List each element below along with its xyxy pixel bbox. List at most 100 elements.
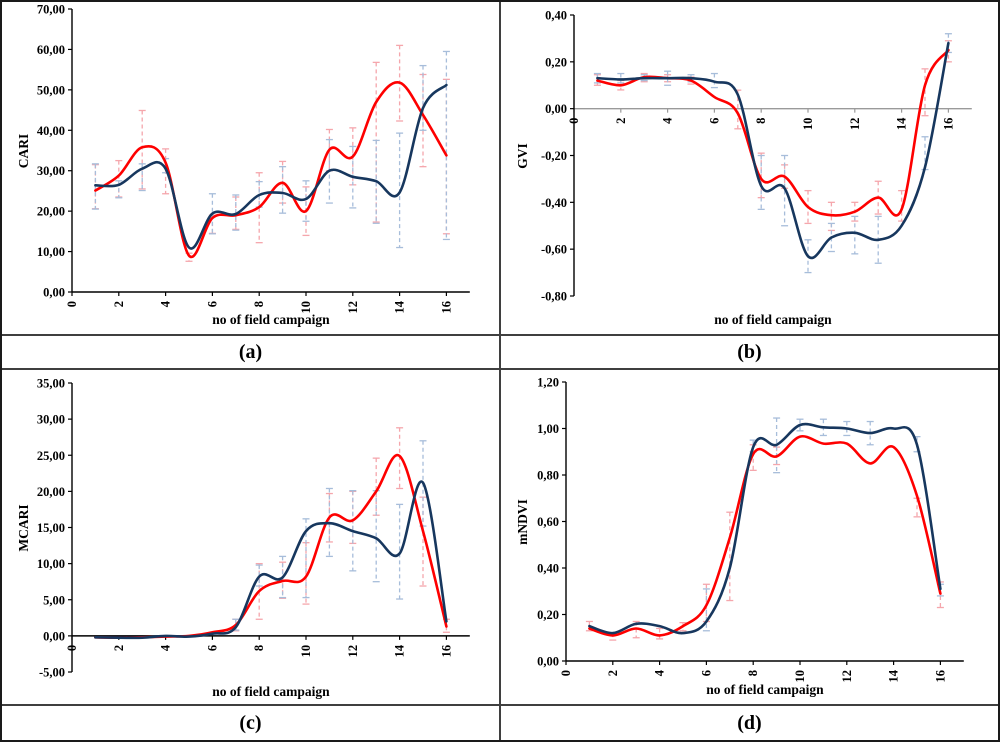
- errorbar-red: [138, 109, 146, 190]
- errorbar-navy: [302, 518, 310, 599]
- y-tick-label: 0,20: [545, 55, 567, 69]
- panel-a-label: (a): [2, 336, 499, 368]
- y-tick-label: 5,00: [43, 593, 65, 607]
- x-tick-label: 0: [65, 301, 79, 307]
- panel-d-chart: 0 2 4 6 8 10 12 14 16 1,20 1,00 0,80 0,60 0,40 0,20 0,0…: [501, 370, 998, 704]
- chart-svg-b: 02468101214160,400,200,00-0,20-0,40-0,60…: [515, 9, 972, 327]
- x-axis-title: no of field campaign: [714, 312, 832, 327]
- errorbar-navy: [796, 418, 804, 432]
- y-tick-label: 0,20: [537, 608, 559, 622]
- chart-svg-c: 024681012141635,0030,0025,0020,0015,0010…: [16, 377, 470, 699]
- y-tick-label: 1,20: [537, 376, 559, 390]
- x-tick-label: 6: [205, 301, 219, 307]
- errorbar-navy: [419, 64, 427, 131]
- series-red-line: [94, 81, 448, 259]
- x-tick-label: 16: [439, 301, 453, 314]
- x-tick-label: 12: [346, 301, 360, 314]
- errorbar-red: [255, 172, 263, 244]
- y-axis-title: CARI: [16, 134, 31, 169]
- panel-c-label: (c): [2, 706, 499, 740]
- x-tick-label: 14: [895, 117, 909, 130]
- y-tick-label: 50,00: [37, 83, 65, 97]
- errorbar-navy: [866, 420, 874, 446]
- series-red-line: [596, 48, 950, 217]
- y-axis-title: mNDVI: [515, 499, 530, 545]
- y-tick-label: 10,00: [37, 557, 65, 571]
- errorbar-navy: [372, 139, 380, 224]
- x-tick-label: 2: [112, 301, 126, 307]
- x-tick-label: 12: [840, 670, 854, 683]
- series-navy-line: [588, 422, 942, 635]
- y-tick-label: 60,00: [37, 43, 65, 57]
- x-tick-label: 4: [159, 300, 173, 307]
- y-tick-label: 0,80: [537, 469, 559, 483]
- x-tick-label: 10: [299, 301, 313, 314]
- errorbar-navy: [279, 166, 287, 214]
- y-axis-title: GVI: [515, 143, 530, 169]
- errorbar-red: [726, 511, 734, 602]
- y-tick-label: 20,00: [37, 205, 65, 219]
- errorbar-navy: [851, 215, 859, 255]
- x-tick-label: 10: [793, 670, 807, 683]
- errorbar-navy: [279, 555, 287, 599]
- y-tick-label: 0,60: [537, 515, 559, 529]
- errorbar-navy: [396, 503, 404, 600]
- errorbar-red: [921, 68, 929, 117]
- panel-b-chart: 02468101214160,400,200,00-0,20-0,40-0,60…: [501, 2, 998, 334]
- x-tick-label: 4: [159, 644, 173, 651]
- y-axis-title: MCARI: [16, 504, 31, 551]
- errorbar-navy: [208, 193, 216, 235]
- x-tick-label: 4: [661, 117, 675, 124]
- y-tick-label: -0,20: [541, 149, 567, 163]
- errorbar-navy: [302, 180, 310, 222]
- x-tick-label: 6: [699, 670, 713, 676]
- row-divider-2: [2, 368, 998, 370]
- y-tick-label: 0,00: [537, 655, 559, 669]
- x-tick-label: 16: [933, 670, 947, 683]
- y-tick-label: 30,00: [37, 413, 65, 427]
- panel-b-label: (b): [501, 336, 998, 368]
- y-tick-label: 0,00: [545, 102, 567, 116]
- row-divider-1: [2, 334, 998, 336]
- x-tick-label: 16: [439, 645, 453, 658]
- x-axis-title: no of field campaign: [212, 684, 330, 699]
- errorbar-red: [656, 627, 664, 640]
- y-tick-label: 0,00: [43, 286, 65, 300]
- y-tick-label: -0,40: [541, 196, 567, 210]
- y-tick-label: 0,00: [43, 629, 65, 643]
- x-tick-label: 12: [346, 645, 360, 658]
- errorbar-navy: [702, 588, 710, 632]
- errorbar-navy: [442, 50, 450, 241]
- x-tick-label: 6: [707, 118, 721, 124]
- panel-c-chart: 024681012141635,0030,0025,0020,0015,0010…: [2, 370, 499, 704]
- x-tick-label: 16: [941, 118, 955, 130]
- series-navy-line: [94, 480, 448, 640]
- series-navy-line: [596, 41, 950, 260]
- panel-a-chart: 0 2 4 6 8 10 12 14 16 70,00 60,00 50,00 40,00 30,00 20…: [2, 2, 499, 334]
- x-tick-label: 8: [754, 118, 768, 124]
- errorbar-red: [396, 427, 404, 490]
- y-tick-label: 25,00: [37, 449, 65, 463]
- x-tick-label: 10: [801, 118, 815, 130]
- x-tick-label: 8: [252, 301, 266, 307]
- x-tick-label: 14: [393, 300, 407, 313]
- x-tick-label: 2: [112, 645, 126, 651]
- chart-svg-d: 0 2 4 6 8 10 12 14 16 1,20 1,00 0,80 0,60 0,40 0,20 0,0…: [515, 376, 964, 697]
- y-tick-label: 0,40: [537, 562, 559, 576]
- chart-svg-a: 0 2 4 6 8 10 12 14 16 70,00 60,00 50,00 40,00 30,00 20…: [16, 3, 470, 327]
- errorbar-navy: [773, 417, 781, 474]
- x-tick-label: 0: [559, 670, 573, 676]
- errorbar-navy: [843, 420, 851, 437]
- series-navy-line: [94, 83, 448, 250]
- x-axis-title: no of field campaign: [706, 682, 824, 697]
- column-divider: [499, 2, 501, 740]
- y-tick-label: -0,60: [541, 243, 567, 257]
- y-tick-label: 0,40: [545, 9, 567, 23]
- x-tick-label: 8: [746, 670, 760, 676]
- x-tick-label: 2: [614, 118, 628, 124]
- errorbar-navy: [325, 487, 333, 558]
- y-tick-label: 15,00: [37, 521, 65, 535]
- x-tick-label: 8: [252, 645, 266, 651]
- x-axis-title: no of field campaign: [212, 312, 330, 327]
